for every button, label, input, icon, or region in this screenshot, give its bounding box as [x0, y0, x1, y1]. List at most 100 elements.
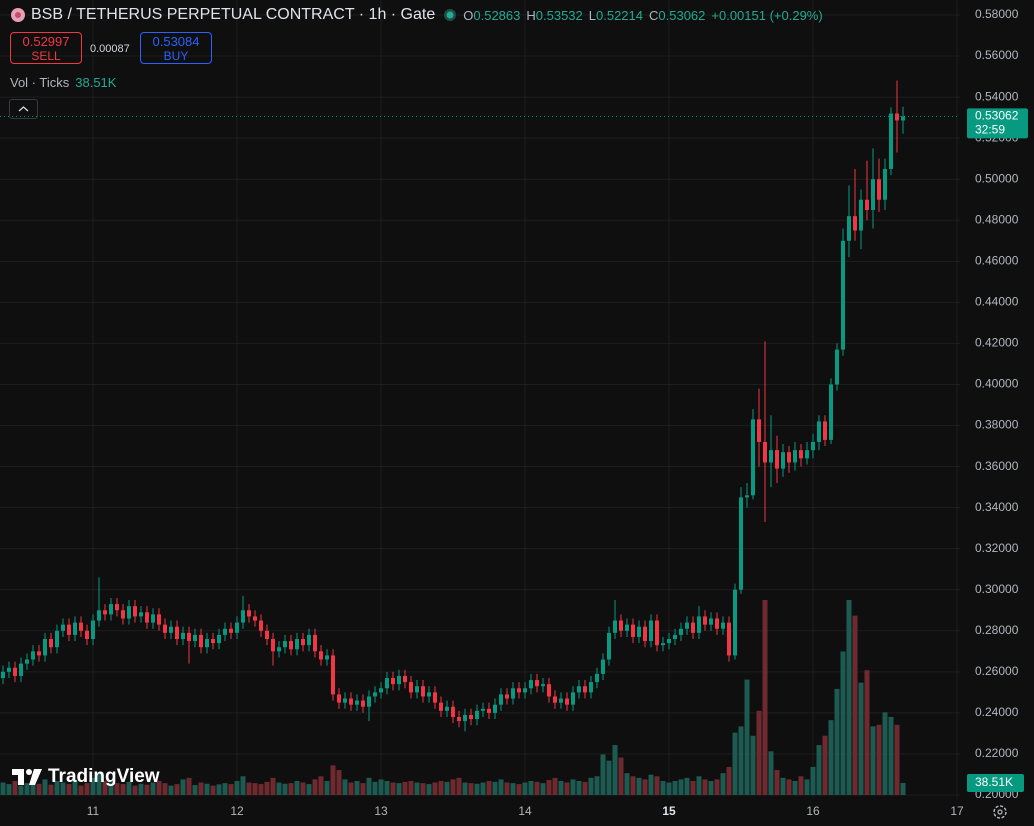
volume-bar	[504, 782, 510, 795]
volume-value: 38.51K	[75, 75, 117, 90]
candle-body	[49, 639, 53, 648]
volume-bar	[528, 780, 534, 795]
volume-bar	[84, 783, 90, 795]
candle-body	[517, 688, 521, 693]
volume-bar	[306, 784, 312, 795]
buy-button[interactable]: 0.53084 BUY	[140, 32, 212, 64]
candle-body	[445, 706, 449, 711]
volume-bar	[630, 776, 636, 795]
candle-body	[361, 700, 365, 707]
candle-body	[763, 441, 767, 463]
candle-body	[649, 620, 653, 642]
sell-button[interactable]: 0.52997 SELL	[10, 32, 82, 64]
volume-bar	[90, 777, 96, 795]
volume-bar	[492, 781, 498, 795]
collapse-button[interactable]	[9, 99, 38, 119]
candle-body	[55, 630, 59, 648]
volume-bar	[870, 726, 876, 795]
candle-body	[97, 610, 101, 621]
candle-body	[751, 419, 755, 496]
volume-bar	[756, 710, 762, 795]
sell-label: SELL	[31, 49, 61, 63]
candle-body	[823, 421, 827, 440]
volume-bar	[810, 766, 816, 795]
volume-bar	[390, 782, 396, 795]
volume-bar	[354, 780, 360, 795]
volume-bar	[300, 782, 306, 795]
volume-title: Vol · Ticks	[10, 75, 70, 90]
volume-bar	[696, 776, 702, 795]
volume-bar	[858, 682, 864, 795]
volume-bar	[324, 780, 330, 795]
candle-body	[277, 647, 281, 652]
ohlc-key: H	[526, 7, 536, 23]
candle-body	[853, 216, 857, 231]
chevron-icon	[18, 106, 29, 112]
candle-body	[247, 610, 251, 617]
candle-body	[499, 694, 503, 705]
volume-bar	[798, 776, 804, 795]
volume-bar	[576, 780, 582, 795]
candle-body	[433, 692, 437, 703]
volume-bar	[786, 779, 792, 795]
volume-bar	[612, 745, 618, 795]
candle-body	[667, 639, 671, 644]
candle-body	[691, 622, 695, 633]
volume-bar	[384, 780, 390, 795]
candle-body	[535, 680, 539, 687]
volume-bar	[594, 776, 600, 795]
volume-bar	[426, 784, 432, 795]
candle-body	[745, 495, 749, 498]
volume-bar	[288, 783, 294, 795]
candle-body	[697, 616, 701, 633]
x-tick-label: 13	[374, 804, 388, 818]
candle-body	[607, 632, 611, 660]
status-dot	[444, 9, 457, 21]
volume-bar	[582, 781, 588, 795]
volume-bar	[234, 780, 240, 795]
candle-body	[289, 641, 293, 650]
candle-body	[415, 686, 419, 693]
volume-bar	[18, 785, 24, 795]
candle-body	[403, 675, 407, 683]
candle-body	[199, 634, 203, 648]
candles	[1, 80, 905, 732]
change: +0.00151 (+0.29%)	[711, 7, 823, 23]
candle-body	[421, 686, 425, 697]
volume-bar	[30, 781, 36, 795]
volume-bar	[444, 781, 450, 795]
candle-body	[655, 620, 659, 646]
volume-bar	[726, 766, 732, 795]
candle-body	[271, 639, 275, 652]
volume-tag	[967, 773, 1024, 792]
candle-body	[349, 698, 353, 705]
volume-bar	[456, 777, 462, 795]
volume-bar	[366, 777, 372, 795]
y-tick-label: 0.58000	[975, 7, 1019, 21]
volume-bar	[282, 783, 288, 795]
volume-bar	[144, 784, 150, 795]
candle-body	[301, 639, 305, 646]
volume-bar	[96, 773, 102, 795]
candle-body	[79, 622, 83, 631]
volume-bar	[624, 773, 630, 795]
candle-body	[19, 663, 23, 676]
countdown: 32:59	[975, 123, 1005, 137]
volume-bar	[264, 781, 270, 795]
x-tick-label: 15	[662, 804, 676, 818]
candle-body	[577, 686, 581, 693]
y-tick-label: 0.36000	[975, 459, 1019, 473]
volume-bar	[540, 783, 546, 795]
volume-bar	[672, 780, 678, 795]
volume-bar	[192, 785, 198, 795]
ohlc-key: C	[649, 7, 659, 23]
candle-body	[595, 673, 599, 683]
volume-bar	[864, 670, 870, 795]
settings-icon[interactable]	[993, 805, 1007, 819]
candle-body	[715, 618, 719, 629]
volume-bar	[846, 600, 852, 795]
candle-body	[37, 651, 41, 656]
volume-bar	[768, 751, 774, 795]
